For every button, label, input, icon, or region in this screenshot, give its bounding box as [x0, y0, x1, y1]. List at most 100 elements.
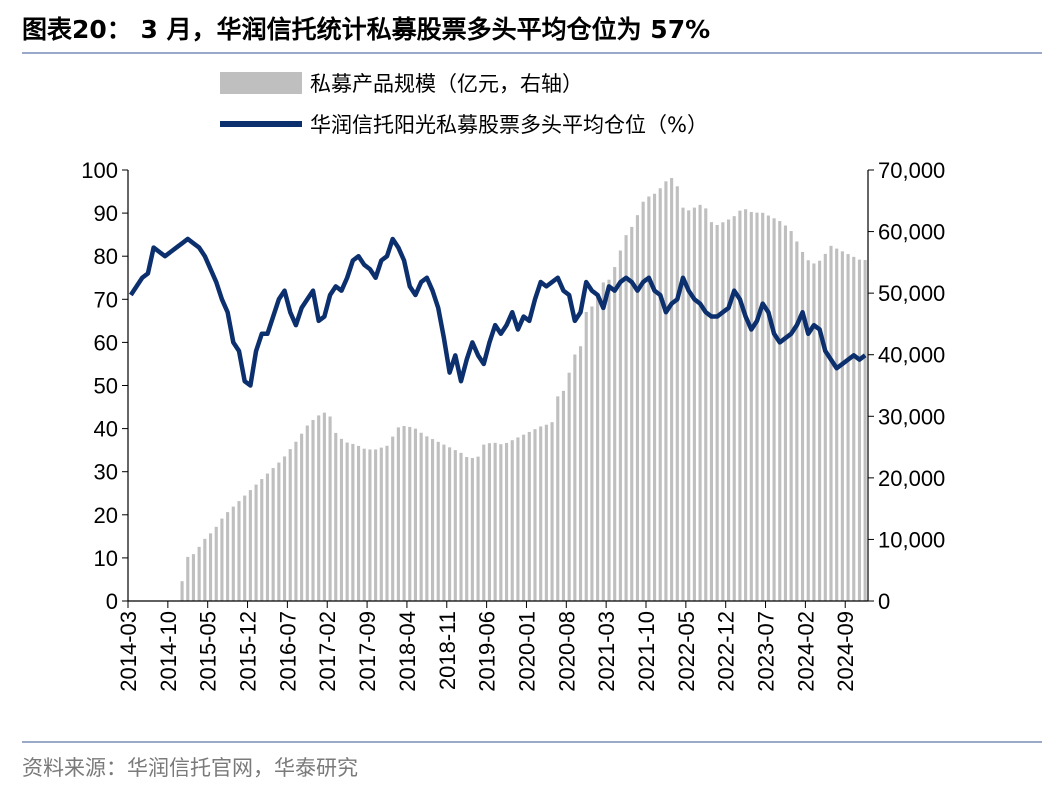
bar-123: [829, 245, 833, 601]
x-tick-label-12: 2021-03: [594, 611, 619, 692]
bar-77: [567, 372, 571, 601]
top-rule: [22, 52, 1042, 54]
bar-88: [630, 226, 634, 601]
legend-bar-swatch: [220, 72, 302, 94]
bar-21: [248, 490, 252, 601]
bar-22: [254, 484, 258, 601]
x-tick-label-16: 2023-07: [754, 611, 779, 692]
bar-18: [231, 506, 235, 601]
bar-125: [840, 251, 844, 601]
bar-11: [191, 554, 196, 601]
bar-126: [846, 254, 850, 601]
bar-40: [356, 445, 361, 601]
bar-16: [220, 518, 224, 601]
bar-33: [317, 415, 321, 601]
bar-62: [482, 444, 486, 601]
left-tick-label-5: 50: [94, 374, 118, 399]
x-tick-label-0: 2014-03: [116, 611, 141, 692]
bar-44: [379, 447, 383, 601]
bar-83: [601, 282, 605, 601]
bar-75: [556, 396, 560, 601]
bar-87: [624, 235, 628, 601]
bar-14: [208, 533, 213, 601]
bar-113: [772, 218, 776, 601]
bar-41: [362, 448, 366, 601]
x-tick-label-17: 2024-02: [793, 611, 818, 692]
bar-91: [647, 196, 651, 601]
x-tick-label-10: 2020-01: [514, 611, 539, 692]
bar-71: [533, 429, 537, 601]
bar-122: [823, 253, 827, 602]
bar-127: [852, 256, 856, 601]
x-tick-label-18: 2024-09: [833, 611, 858, 692]
x-tick-label-1: 2014-10: [156, 611, 181, 692]
bar-64: [493, 442, 497, 601]
bar-97: [681, 207, 685, 602]
bar-48: [402, 425, 406, 601]
source-note: 资料来源：华润信托官网，华泰研究: [22, 756, 358, 780]
bar-67: [510, 440, 514, 601]
bar-10: [186, 556, 190, 601]
bar-72: [539, 426, 543, 601]
left-tick-label-8: 80: [94, 244, 118, 269]
bar-59: [465, 457, 469, 601]
x-tick-label-15: 2022-12: [714, 611, 739, 692]
left-tick-label-3: 30: [94, 460, 118, 485]
bar-112: [766, 215, 770, 601]
bar-68: [516, 437, 520, 601]
bar-80: [584, 311, 588, 601]
bar-114: [778, 221, 782, 601]
bar-63: [487, 443, 492, 601]
bar-98: [687, 210, 691, 601]
left-tick-label-0: 0: [106, 589, 118, 614]
bar-24: [265, 473, 270, 601]
bar-58: [459, 452, 463, 601]
bar-89: [635, 215, 640, 601]
chart-title: 图表20： 3 月，华润信托统计私募股票多头平均仓位为 57%: [22, 15, 711, 44]
bar-26: [277, 462, 281, 601]
legend-line-label: 华润信托阳光私募股票多头平均仓位（%）: [310, 113, 708, 137]
bar-117: [795, 241, 799, 601]
left-tick-label-1: 10: [94, 546, 118, 571]
right-tick-label-3: 30,000: [878, 404, 945, 429]
bar-100: [698, 204, 702, 602]
bar-61: [476, 456, 480, 601]
bar-78: [573, 354, 577, 601]
bar-19: [237, 501, 241, 601]
bar-110: [755, 212, 759, 601]
x-tick-label-5: 2017-02: [315, 611, 340, 692]
right-tick-label-5: 50,000: [878, 281, 945, 306]
bar-35: [328, 416, 332, 601]
bar-12: [197, 546, 201, 601]
bar-13: [203, 538, 207, 601]
bar-55: [442, 444, 446, 601]
bar-66: [504, 442, 509, 601]
bar-32: [311, 420, 315, 601]
bar-23: [260, 479, 264, 601]
bar-101: [704, 208, 708, 601]
bar-105: [726, 219, 731, 601]
bar-90: [641, 201, 645, 601]
bar-37: [339, 438, 344, 601]
bar-94: [664, 181, 668, 601]
bar-49: [408, 426, 412, 601]
bar-25: [271, 468, 275, 601]
bar-102: [709, 222, 714, 601]
bar-82: [596, 296, 600, 601]
bar-69: [522, 434, 526, 601]
left-tick-label-6: 60: [94, 330, 118, 355]
bar-39: [351, 443, 355, 601]
bar-109: [749, 212, 753, 601]
bar-65: [499, 444, 503, 601]
position-line: [128, 236, 867, 388]
bar-108: [744, 209, 748, 601]
bar-74: [550, 422, 554, 601]
bar-104: [721, 222, 725, 602]
left-tick-label-10: 100: [81, 158, 118, 183]
bar-9: [180, 581, 184, 601]
bar-81: [590, 306, 594, 601]
bar-119: [806, 260, 810, 601]
bar-76: [561, 390, 566, 601]
bar-116: [789, 231, 793, 602]
bar-128: [857, 259, 862, 601]
